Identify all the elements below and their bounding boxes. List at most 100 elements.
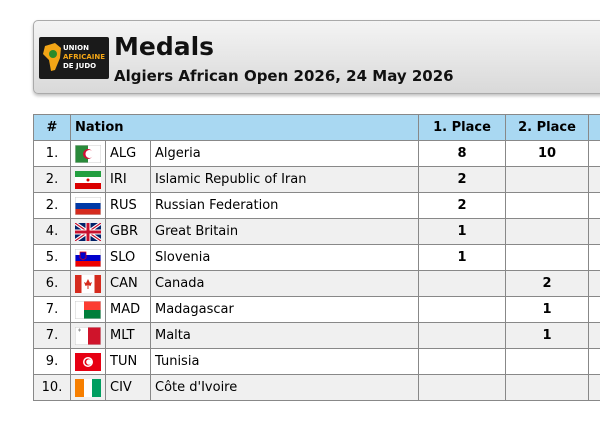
country-name: Canada [150,270,419,297]
header-row: # Nation 1. Place 2. Place [33,114,600,141]
subtitle: Algiers African Open 2026, 24 May 2026 [114,67,454,85]
table-row: 4. GBR Great Britain 1 [33,218,600,245]
country-name: Slovenia [150,244,419,271]
column-header [588,114,600,141]
table-row: 9. TUN Tunisia [33,348,600,375]
table-row: 6. CAN Canada 2 [33,270,600,297]
first-place: 1 [418,244,506,271]
country-name: Islamic Republic of Iran [150,166,419,193]
second-place [505,192,589,219]
third-place [588,270,600,297]
table-row: 1. ALG Algeria 8 10 [33,140,600,167]
first-place [418,348,506,375]
flag-icon [74,326,102,345]
first-place [418,296,506,323]
rank: 4. [33,218,71,245]
third-place [588,296,600,323]
flag-icon [74,196,102,215]
table-wrap: # Nation 1. Place 2. Place 1. ALG Algeria 8 10 2… [33,114,600,401]
flag-icon [75,352,101,371]
flag [70,140,106,167]
country-name: Côte d'Ivoire [150,374,419,401]
rank: 10. [33,374,71,401]
first-place: 8 [418,140,506,167]
country-name: Algeria [150,140,419,167]
logo-text: UNION [63,44,89,52]
rank: 7. [33,322,71,349]
third-place [588,140,600,167]
third-place [588,192,600,219]
third-place [588,322,600,349]
country-code: MAD [105,296,151,323]
table-row: 2. IRI Islamic Republic of Iran 2 [33,166,600,193]
flag-icon [74,300,102,319]
first-place: 2 [418,192,506,219]
second-place [505,374,589,401]
table-row: 2. RUS Russian Federation 2 [33,192,600,219]
flag-icon [75,378,101,397]
first-place [418,322,506,349]
country-name: Great Britain [150,218,419,245]
second-place: 1 [505,322,589,349]
country-code: SLO [105,244,151,271]
column-header: Nation [70,114,419,141]
country-name: Russian Federation [150,192,419,219]
table-row: 7. MLT Malta 1 [33,322,600,349]
country-code: CAN [105,270,151,297]
country-code: MLT [105,322,151,349]
second-place [505,218,589,245]
third-place [588,374,600,401]
flag [70,244,106,271]
rank: 7. [33,296,71,323]
logo-text: DE JUDO [63,62,97,70]
second-place [505,244,589,271]
column-header: 1. Place [418,114,506,141]
table-row: 5. SLO Slovenia 1 [33,244,600,271]
flag [70,374,106,401]
flag-icon [74,144,102,163]
second-place: 2 [505,270,589,297]
logo: UNION AFRICAINE DE JUDO [39,37,109,79]
second-place [505,348,589,375]
column-header: # [33,114,71,141]
table-body: 1. ALG Algeria 8 10 2. IRI Islamic Republic of … [33,140,600,401]
rank: 9. [33,348,71,375]
medal-table: # Nation 1. Place 2. Place 1. ALG Algeria 8 10 2… [33,114,600,401]
flag-icon [75,274,101,293]
table-row: 7. MAD Madagascar 1 [33,296,600,323]
first-place [418,374,506,401]
first-place: 1 [418,218,506,245]
rank: 1. [33,140,71,167]
flag [70,270,106,297]
rank: 2. [33,166,71,193]
rank: 5. [33,244,71,271]
second-place: 10 [505,140,589,167]
third-place [588,348,600,375]
header: UNION AFRICAINE DE JUDO Medals Algiers A… [33,20,600,94]
first-place [418,270,506,297]
column-header: 2. Place [505,114,589,141]
country-code: ALG [105,140,151,167]
country-code: RUS [105,192,151,219]
third-place [588,244,600,271]
third-place [588,218,600,245]
country-name: Madagascar [150,296,419,323]
logo-map [43,43,61,71]
flag [70,348,106,375]
logo-text: AFRICAINE [63,53,105,61]
country-code: GBR [105,218,151,245]
flag [70,218,106,245]
flag [70,296,106,323]
country-name: Tunisia [150,348,419,375]
flag-icon [74,221,102,242]
country-code: CIV [105,374,151,401]
second-place: 1 [505,296,589,323]
rank: 2. [33,192,71,219]
flag-icon [74,248,102,267]
country-code: IRI [105,166,151,193]
title: Medals [114,32,215,61]
country-code: TUN [105,348,151,375]
flag [70,192,106,219]
table-row: 10. CIV Côte d'Ivoire [33,374,600,401]
